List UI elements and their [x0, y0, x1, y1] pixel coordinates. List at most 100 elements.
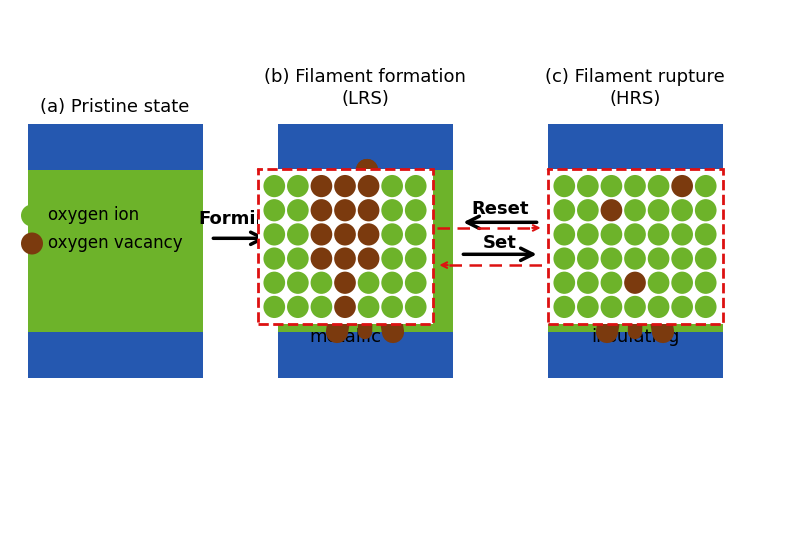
Ellipse shape: [672, 223, 693, 246]
Text: metallic: metallic: [309, 328, 381, 346]
Ellipse shape: [672, 272, 693, 294]
Text: Forming: Forming: [199, 210, 281, 229]
Ellipse shape: [381, 247, 403, 270]
Ellipse shape: [405, 223, 427, 246]
Ellipse shape: [648, 272, 669, 294]
Ellipse shape: [334, 223, 356, 246]
Ellipse shape: [358, 272, 379, 294]
Ellipse shape: [334, 296, 356, 318]
Ellipse shape: [577, 175, 599, 197]
Ellipse shape: [554, 272, 575, 294]
Bar: [277, 124, 452, 170]
Text: (b) Filament formation
(LRS): (b) Filament formation (LRS): [264, 68, 466, 108]
Bar: [257, 169, 432, 324]
Ellipse shape: [672, 247, 693, 270]
Ellipse shape: [381, 223, 403, 246]
Ellipse shape: [381, 296, 403, 318]
Ellipse shape: [264, 199, 285, 222]
Bar: [277, 170, 452, 332]
Text: oxygen ion: oxygen ion: [48, 207, 139, 224]
Ellipse shape: [310, 296, 333, 318]
Ellipse shape: [264, 247, 285, 270]
Ellipse shape: [358, 296, 379, 318]
Ellipse shape: [672, 199, 693, 222]
Bar: [320, 170, 410, 235]
Bar: [28, 124, 203, 170]
Ellipse shape: [554, 199, 575, 222]
Ellipse shape: [405, 296, 427, 318]
Ellipse shape: [554, 296, 575, 318]
Text: (c) Filament rupture
(HRS): (c) Filament rupture (HRS): [545, 68, 725, 108]
Ellipse shape: [287, 247, 309, 270]
Ellipse shape: [648, 247, 669, 270]
Ellipse shape: [624, 247, 645, 270]
Ellipse shape: [577, 272, 599, 294]
Ellipse shape: [381, 199, 403, 222]
Ellipse shape: [600, 223, 623, 246]
Ellipse shape: [310, 175, 333, 197]
Ellipse shape: [577, 296, 599, 318]
Ellipse shape: [648, 199, 669, 222]
Ellipse shape: [287, 296, 309, 318]
Ellipse shape: [577, 247, 599, 270]
Ellipse shape: [600, 296, 623, 318]
Text: (a) Pristine state: (a) Pristine state: [40, 98, 190, 116]
Ellipse shape: [287, 272, 309, 294]
Ellipse shape: [287, 223, 309, 246]
Ellipse shape: [264, 296, 285, 318]
Ellipse shape: [695, 247, 717, 270]
Ellipse shape: [287, 175, 309, 197]
Bar: [277, 332, 452, 378]
Ellipse shape: [405, 272, 427, 294]
Ellipse shape: [672, 175, 693, 197]
Ellipse shape: [648, 223, 669, 246]
Ellipse shape: [695, 175, 717, 197]
Ellipse shape: [624, 272, 645, 294]
Bar: [28, 170, 203, 332]
Ellipse shape: [405, 199, 427, 222]
Ellipse shape: [648, 175, 669, 197]
Ellipse shape: [310, 199, 333, 222]
Ellipse shape: [695, 199, 717, 222]
Text: insulating: insulating: [591, 328, 680, 346]
Ellipse shape: [334, 247, 356, 270]
Ellipse shape: [310, 247, 333, 270]
Bar: [547, 169, 722, 324]
Ellipse shape: [358, 223, 379, 246]
Bar: [547, 332, 722, 378]
Ellipse shape: [600, 199, 623, 222]
Ellipse shape: [310, 272, 333, 294]
Ellipse shape: [381, 272, 403, 294]
Ellipse shape: [600, 175, 623, 197]
Ellipse shape: [577, 223, 599, 246]
Ellipse shape: [264, 223, 285, 246]
Ellipse shape: [624, 199, 645, 222]
Ellipse shape: [554, 223, 575, 246]
Ellipse shape: [695, 223, 717, 246]
Ellipse shape: [264, 272, 285, 294]
Bar: [257, 169, 432, 324]
Ellipse shape: [624, 296, 645, 318]
Ellipse shape: [672, 296, 693, 318]
Ellipse shape: [405, 175, 427, 197]
Ellipse shape: [695, 272, 717, 294]
Text: oxygen vacancy: oxygen vacancy: [48, 234, 183, 253]
Ellipse shape: [381, 175, 403, 197]
Ellipse shape: [287, 199, 309, 222]
Ellipse shape: [695, 296, 717, 318]
Bar: [547, 170, 722, 332]
Ellipse shape: [310, 223, 333, 246]
Bar: [547, 169, 722, 324]
Ellipse shape: [334, 272, 356, 294]
Bar: [28, 332, 203, 378]
Ellipse shape: [554, 247, 575, 270]
Ellipse shape: [405, 247, 427, 270]
Ellipse shape: [624, 175, 645, 197]
Bar: [547, 124, 722, 170]
Ellipse shape: [21, 205, 43, 226]
Ellipse shape: [554, 175, 575, 197]
Ellipse shape: [358, 175, 379, 197]
Ellipse shape: [624, 223, 645, 246]
Ellipse shape: [577, 199, 599, 222]
Ellipse shape: [600, 247, 623, 270]
